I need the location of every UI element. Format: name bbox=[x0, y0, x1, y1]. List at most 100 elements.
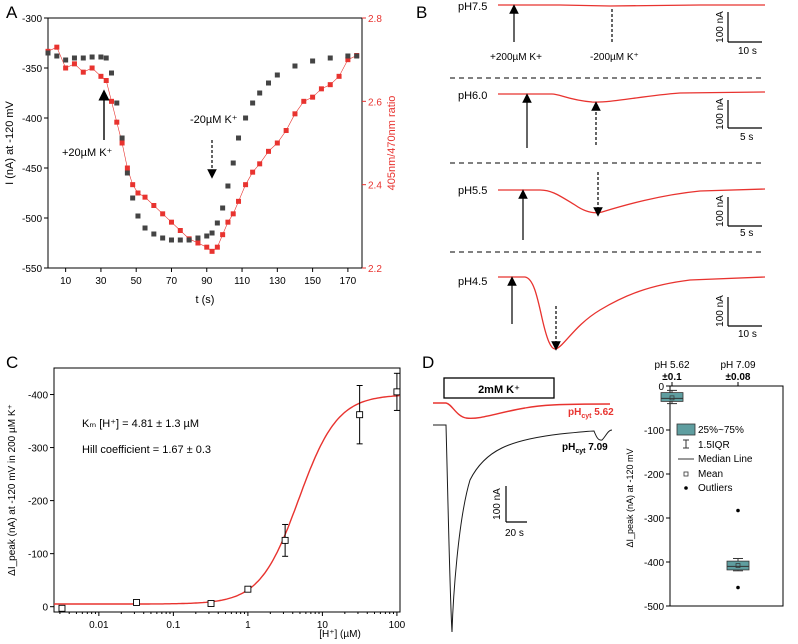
panel-a-red-point bbox=[327, 82, 333, 88]
panel-c-point bbox=[281, 536, 289, 544]
panel-a-black-point bbox=[186, 237, 192, 243]
panel-b: pH7.5 +200µM K+ -200µM K⁺ 100 nA 10 s pH… bbox=[450, 1, 766, 351]
panel-a-yl-tick-label: -350 bbox=[22, 64, 42, 75]
panel-d-cat1-a: pH 5.62 bbox=[654, 360, 689, 371]
panel-a-red-point bbox=[266, 148, 272, 154]
panel-a-black-point bbox=[327, 55, 333, 61]
panel-c-point bbox=[58, 604, 66, 612]
panel-c-marks bbox=[54, 372, 401, 612]
panel-d-traces: 2mM K⁺ pHcyt 5.62 pHcyt 7.09 100 nA 20 s bbox=[433, 377, 614, 633]
legend-outlier-swatch bbox=[684, 486, 688, 490]
panel-a-red-point bbox=[63, 65, 69, 71]
panel-a-black-point bbox=[345, 53, 351, 59]
panel-a-black-point bbox=[119, 135, 125, 141]
panel-c-frame bbox=[53, 367, 401, 613]
panel-letter-d: D bbox=[422, 353, 434, 372]
panel-a-black-point bbox=[114, 100, 120, 106]
panel-a-yr-tick-label: 2.8 bbox=[368, 14, 382, 25]
panel-a-x-tick-label: 10 bbox=[60, 276, 72, 287]
panel-a-yr-tick-label: 2.2 bbox=[368, 264, 382, 275]
panel-d-y-tick-label: -300 bbox=[644, 514, 664, 525]
panel-d-mean bbox=[669, 395, 675, 401]
panel-a-black-point bbox=[63, 57, 69, 63]
panel-a-black-point bbox=[250, 100, 256, 106]
panel-a-red-point bbox=[292, 111, 298, 117]
panel-a-red-point bbox=[135, 190, 141, 196]
panel-a-yl-tick-label: -450 bbox=[22, 164, 42, 175]
panel-d-y-tick-label: -500 bbox=[644, 602, 664, 613]
panel-d-scale-y: 100 nA bbox=[492, 488, 503, 520]
panel-d-y-tick-label: -400 bbox=[644, 558, 664, 569]
panel-b-ph60-scale-y: 100 nA bbox=[715, 98, 726, 130]
panel-d-outlier bbox=[736, 585, 740, 590]
panel-letter-c: C bbox=[6, 353, 18, 372]
panel-a-black-point bbox=[80, 55, 86, 61]
panel-a-red-point bbox=[257, 161, 263, 167]
panel-a-black-point bbox=[225, 183, 231, 189]
panel-c-hill-text: Hill coefficient = 1.67 ± 0.3 bbox=[82, 444, 211, 456]
legend-mean-label: Mean bbox=[698, 469, 723, 480]
legend-iqr-label: 1.5IQR bbox=[698, 440, 730, 451]
panel-a-black-point bbox=[124, 170, 130, 176]
panel-a-black-point bbox=[89, 54, 95, 60]
panel-a-red-point bbox=[230, 211, 236, 217]
panel-a-black-point bbox=[230, 160, 236, 166]
panel-d-scale-x: 20 s bbox=[505, 528, 524, 539]
panel-a-red-point bbox=[209, 248, 215, 254]
panel-b-ph55-scale-y: 100 nA bbox=[715, 195, 726, 227]
panel-c-y-tick-label: -100 bbox=[28, 550, 48, 561]
panel-a-x-tick-label: 170 bbox=[340, 276, 357, 287]
panel-a-red-point bbox=[109, 98, 115, 104]
panel-a-red-point bbox=[318, 86, 324, 92]
panel-a-red-point bbox=[310, 94, 316, 100]
panel-d-red-trace bbox=[433, 402, 611, 420]
panel-a-black-point bbox=[257, 90, 263, 96]
panel-c-y-tick-label: -200 bbox=[28, 497, 48, 508]
panel-a-add-label: +20µM K⁺ bbox=[62, 147, 113, 159]
panel-a-yl-tick-label: -550 bbox=[22, 264, 42, 275]
panel-a-black-point bbox=[274, 72, 280, 78]
panel-a-x-tick-label: 90 bbox=[201, 276, 213, 287]
panel-b-ph75-scale-x: 10 s bbox=[738, 46, 757, 57]
panel-d-k-bar-label: 2mM K⁺ bbox=[478, 384, 520, 396]
legend-box-label: 25%~75% bbox=[698, 425, 744, 436]
panel-a-red-point bbox=[301, 98, 307, 104]
panel-d-box-marks bbox=[660, 389, 750, 590]
panel-d-cat1-b: ±0.1 bbox=[662, 372, 682, 383]
panel-c-ylabel: ΔI_peak (nA) at -120 mV in 200 µM K⁺ bbox=[7, 404, 18, 576]
panel-a-black-point bbox=[214, 220, 220, 226]
panel-d-y-tick-label: -200 bbox=[644, 470, 664, 481]
panel-a-x-tick-label: 150 bbox=[304, 276, 321, 287]
panel-a-red-point bbox=[168, 219, 174, 225]
panel-a-black-point bbox=[195, 235, 201, 241]
panel-a-black-point bbox=[54, 53, 60, 59]
panel-letter-b: B bbox=[416, 3, 427, 22]
panel-a-black-point bbox=[310, 58, 316, 64]
panel-a-black-point bbox=[142, 225, 148, 231]
panel-a-black-point bbox=[71, 55, 77, 61]
panel-a-x-tick-label: 50 bbox=[131, 276, 143, 287]
panel-b-ph75-label: pH7.5 bbox=[458, 1, 487, 13]
panel-a-red-point bbox=[80, 69, 86, 75]
panel-c-point bbox=[356, 411, 364, 419]
panel-d-y-tick-label: 0 bbox=[658, 382, 664, 393]
panel-a-marks bbox=[45, 44, 360, 254]
panel-a-black-point bbox=[204, 233, 210, 239]
panel-a-yl-tick-label: -400 bbox=[22, 114, 42, 125]
panel-c-y-tick-label: -400 bbox=[28, 391, 48, 402]
panel-a-red-point bbox=[124, 165, 130, 171]
panel-a-red-point bbox=[130, 182, 136, 188]
panel-b-ph55-scale-x: 5 s bbox=[740, 228, 753, 239]
panel-c-point bbox=[207, 600, 215, 607]
panel-d-red-label: pHcyt 5.62 bbox=[568, 407, 614, 420]
panel-a-black-point bbox=[151, 231, 157, 237]
panel-d-y-tick-label: -100 bbox=[644, 426, 664, 437]
panel-a-black-point bbox=[135, 213, 141, 219]
panel-d-boxplot: pH 5.62 ±0.1 pH 7.09 ±0.08 0 -100 -200 -300… bbox=[625, 360, 784, 613]
panel-a-x-tick-label: 30 bbox=[95, 276, 107, 287]
panel-a-xlabel: t (s) bbox=[196, 294, 215, 306]
panel-d-cat2-a: pH 7.09 bbox=[720, 360, 755, 371]
panel-a-red-point bbox=[54, 44, 60, 50]
panel-a-red-point bbox=[283, 128, 289, 133]
